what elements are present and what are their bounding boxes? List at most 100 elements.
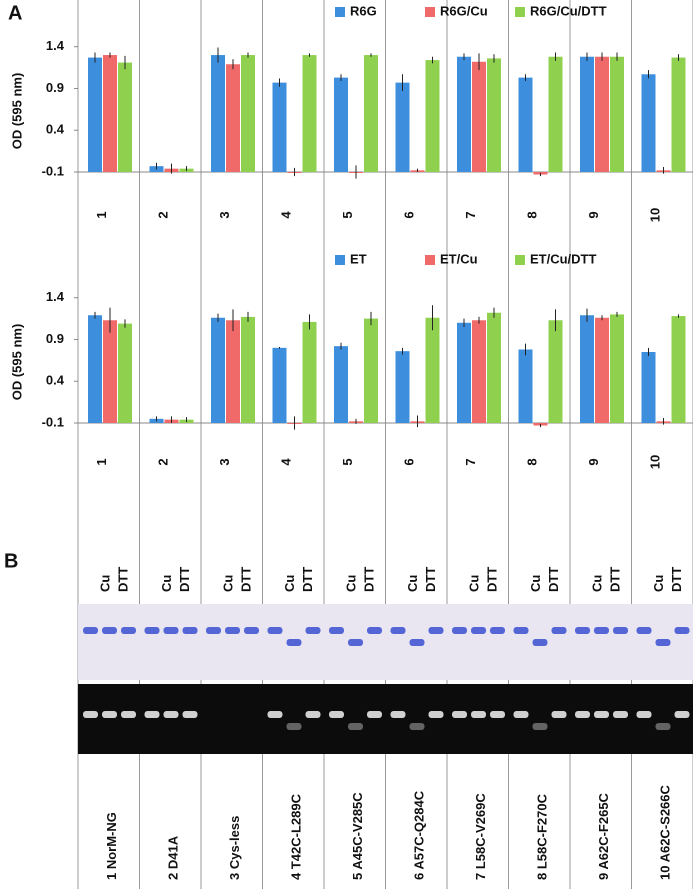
gel-band	[329, 711, 344, 718]
y-tick-label: -0.1	[42, 163, 64, 178]
condition-label: DTT	[669, 567, 684, 592]
bar	[226, 64, 240, 172]
condition-label: DTT	[546, 567, 561, 592]
gel-band	[409, 723, 425, 730]
legend-swatch	[515, 7, 525, 17]
gel-band	[121, 711, 136, 718]
x-tick-label: 5	[340, 211, 355, 218]
lane-label: 7 L58C-V269C	[473, 793, 488, 880]
gel-band	[348, 639, 363, 646]
bar	[518, 349, 533, 423]
lane-label: 8 L58C-F270C	[535, 793, 550, 880]
lane-label: 5 A45C-V285C	[350, 792, 365, 880]
x-tick-label: 9	[586, 458, 601, 465]
gel-band	[102, 627, 117, 634]
gel-band	[513, 627, 529, 634]
x-tick-label: 6	[402, 211, 417, 218]
gel-band	[348, 723, 363, 730]
gel-band	[490, 627, 505, 634]
lane-label: 4 T42C-L289C	[289, 793, 304, 880]
gel-band	[532, 639, 548, 646]
condition-label: Cu	[405, 575, 420, 592]
condition-label: Cu	[528, 575, 543, 592]
x-tick-label: 8	[525, 458, 540, 465]
x-tick-label: 3	[217, 211, 232, 218]
y-tick-label: -0.1	[42, 414, 64, 429]
condition-label: Cu	[97, 575, 112, 592]
gel-band	[532, 723, 548, 730]
lane-label: 6 A57C-Q284C	[412, 790, 427, 880]
gel-band	[267, 627, 283, 634]
gel-band	[286, 723, 302, 730]
gel-band	[144, 627, 160, 634]
bar	[334, 346, 348, 423]
legend-swatch	[335, 255, 345, 265]
gel-fluorescence	[78, 684, 693, 754]
gel-band	[144, 711, 160, 718]
x-tick-label: 10	[648, 208, 663, 222]
bar	[425, 317, 440, 423]
gel-band	[613, 711, 628, 718]
gel-band	[428, 627, 444, 634]
bar	[487, 312, 501, 423]
x-tick-label: 2	[156, 211, 171, 218]
gel-band	[305, 627, 321, 634]
bar	[472, 320, 486, 423]
gel-band	[594, 711, 609, 718]
bar	[118, 62, 132, 172]
gel-band	[267, 711, 283, 718]
gel-band	[390, 711, 406, 718]
bar	[88, 315, 102, 423]
bar	[88, 57, 102, 172]
gel-band	[674, 711, 690, 718]
gel-band	[329, 627, 344, 634]
gel-band	[594, 627, 609, 634]
bar	[595, 317, 609, 423]
bar	[241, 55, 255, 172]
legend-swatch	[335, 7, 345, 17]
gel-band	[409, 639, 425, 646]
x-tick-label: 9	[586, 211, 601, 218]
legend-swatch	[515, 255, 525, 265]
panel-label: B	[4, 550, 18, 572]
y-tick-label: 0.9	[46, 80, 64, 95]
gel-band	[471, 711, 486, 718]
gel-band	[367, 627, 382, 634]
bar	[487, 58, 501, 172]
bar	[457, 322, 471, 423]
bar	[118, 323, 132, 423]
bar	[548, 320, 563, 423]
bar	[641, 352, 656, 423]
legend-label: ET	[350, 251, 367, 266]
bar	[610, 56, 624, 172]
y-tick-label: 1.4	[46, 289, 65, 304]
bar	[641, 74, 656, 172]
lane-label: 1 NorM-NG	[104, 812, 119, 880]
bar	[103, 320, 117, 423]
legend-swatch	[425, 7, 435, 17]
gel-band	[613, 627, 628, 634]
gel-band	[655, 639, 671, 646]
bar	[671, 57, 686, 172]
gel-band	[244, 627, 259, 634]
condition-label: DTT	[607, 567, 622, 592]
gel-band	[575, 711, 590, 718]
condition-label: DTT	[484, 567, 499, 592]
bar	[302, 55, 317, 172]
bar	[364, 318, 378, 423]
gel-band	[513, 711, 529, 718]
gel-band	[83, 627, 98, 634]
bar	[395, 351, 410, 423]
gel-band	[286, 639, 302, 646]
y-axis-title: OD (595 nm)	[9, 324, 24, 401]
condition-label: DTT	[300, 567, 315, 592]
gel-band	[182, 627, 198, 634]
condition-label: DTT	[361, 567, 376, 592]
bar	[457, 56, 471, 172]
bar	[595, 56, 609, 172]
bar	[472, 61, 486, 172]
bar	[395, 82, 410, 172]
lane-label: 10 A62C-S266C	[658, 784, 673, 880]
gel-band	[163, 711, 179, 718]
legend-label: R6G/Cu	[440, 3, 488, 18]
